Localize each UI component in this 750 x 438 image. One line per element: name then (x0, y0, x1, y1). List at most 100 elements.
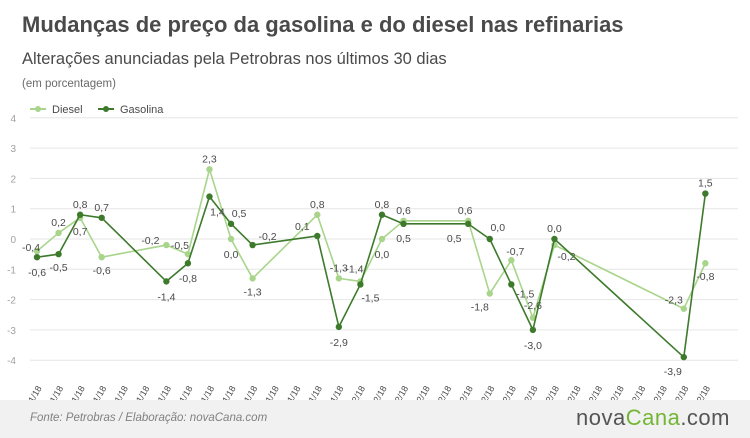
chart-title: Mudanças de preço da gasolina e do diese… (22, 12, 624, 37)
x-tick-label: 06/02/18 (449, 384, 475, 400)
data-label: 0,8 (310, 199, 325, 211)
x-tick-label: 27/01/18 (233, 384, 259, 400)
data-label: -2,3 (665, 295, 683, 307)
data-point-gasolina (206, 193, 213, 200)
x-tick-label: 24/01/18 (168, 384, 194, 400)
footer: Fonte: Petrobras / Elaboração: novaCana.… (0, 400, 750, 438)
brand-domain: .com (680, 405, 730, 430)
x-tick-label: 13/02/18 (600, 384, 626, 400)
legend-marker-gasolina (103, 106, 109, 112)
data-label: -0,4 (22, 242, 40, 254)
series-line-gasolina (36, 193, 707, 358)
x-tick-label: 10/02/18 (535, 384, 561, 400)
x-tick-label: 30/01/18 (298, 384, 324, 400)
data-label: 0,0 (547, 223, 562, 235)
x-tick-label: 07/02/18 (470, 384, 496, 400)
data-label: -1,8 (471, 302, 489, 314)
data-label: -1,5 (361, 292, 379, 304)
data-point-diesel (163, 241, 170, 249)
y-tick-label: -1 (7, 265, 16, 276)
data-label: -1,4 (157, 291, 175, 303)
x-tick-label: 31/01/18 (319, 384, 345, 400)
x-tick-label: 18/01/18 (39, 384, 65, 400)
x-tick-label: 03/02/18 (384, 384, 410, 400)
x-tick-label: 22/01/18 (125, 384, 151, 400)
x-tick-label: 16/02/18 (664, 384, 690, 400)
x-tick-label: 21/01/18 (104, 384, 130, 400)
x-tick-label: 02/02/18 (363, 384, 389, 400)
y-tick-label: 1 (10, 205, 16, 216)
data-point-diesel (680, 305, 687, 312)
x-tick-label: 20/01/18 (82, 384, 108, 400)
x-tick-label: 01/02/18 (341, 384, 367, 400)
data-point-gasolina (98, 214, 105, 221)
data-point-diesel (702, 260, 709, 267)
data-point-gasolina (486, 235, 493, 243)
data-label: -0,5 (50, 262, 68, 274)
data-point-gasolina (249, 241, 256, 249)
data-label: 0,0 (375, 249, 390, 261)
data-label: -1,3 (330, 262, 348, 274)
y-tick-label: 2 (10, 174, 16, 185)
x-tick-label: 19/01/18 (61, 384, 87, 400)
data-label: 0,6 (396, 205, 411, 217)
data-label: -0,2 (557, 251, 575, 263)
data-point-gasolina (529, 326, 537, 334)
data-label: -3,0 (524, 340, 542, 352)
data-point-diesel (335, 275, 343, 282)
data-label: -0,8 (696, 271, 714, 283)
data-label: 1,5 (698, 178, 713, 190)
data-point-gasolina (314, 232, 321, 240)
data-point-diesel (378, 235, 386, 243)
legend-label-diesel: Diesel (52, 104, 83, 116)
data-label: 0,5 (396, 233, 411, 245)
data-label: -2,9 (330, 337, 348, 349)
brand-suffix: Cana (625, 405, 681, 430)
unit-label: (em porcentagem) (22, 78, 116, 90)
data-label: 0,2 (51, 217, 66, 229)
data-label: 0,1 (295, 221, 310, 233)
x-tick-label: 17/02/18 (686, 384, 712, 400)
data-point-gasolina (702, 190, 709, 197)
x-tick-label: 11/02/18 (557, 384, 583, 400)
data-point-gasolina (508, 281, 515, 288)
x-tick-label: 14/02/18 (621, 384, 647, 400)
data-label: 0,0 (490, 222, 505, 234)
data-label: -1,3 (244, 286, 262, 298)
x-tick-label: 12/02/18 (578, 384, 604, 400)
x-tick-label: 17/01/18 (18, 384, 44, 400)
y-tick-label: 3 (10, 144, 16, 155)
data-point-gasolina (163, 278, 170, 285)
data-point-diesel (314, 211, 321, 218)
x-tick-label: 09/02/18 (513, 384, 539, 400)
data-point-gasolina (378, 211, 386, 218)
data-point-gasolina (357, 281, 364, 288)
data-point-diesel (55, 229, 62, 237)
x-tick-label: 26/01/18 (212, 384, 238, 400)
data-label: -0,5 (171, 240, 189, 252)
data-label: -0,7 (506, 246, 524, 258)
data-point-gasolina (184, 260, 192, 267)
data-label: 0,5 (447, 233, 462, 245)
data-label: 1,4 (210, 207, 225, 219)
source-note: Fonte: Petrobras / Elaboração: novaCana.… (30, 412, 268, 424)
data-label: -0,2 (141, 235, 159, 247)
data-label: -1,5 (516, 288, 534, 300)
data-label: -0,8 (179, 273, 197, 285)
x-tick-label: 25/01/18 (190, 384, 216, 400)
data-point-diesel (98, 253, 105, 261)
data-label: 0,5 (232, 208, 247, 220)
data-point-gasolina (76, 211, 84, 218)
data-point-gasolina (33, 253, 41, 261)
y-tick-label: 0 (10, 235, 16, 246)
data-point-gasolina (551, 235, 558, 243)
data-point-diesel (33, 247, 41, 255)
x-tick-label: 23/01/18 (147, 384, 173, 400)
y-tick-label: 4 (10, 114, 16, 125)
data-label: 0,7 (94, 202, 109, 214)
data-point-gasolina (400, 220, 407, 228)
data-point-diesel (508, 257, 515, 264)
data-point-gasolina (227, 220, 235, 228)
data-label: -1,4 (345, 263, 363, 275)
data-label: -0,6 (28, 267, 46, 279)
